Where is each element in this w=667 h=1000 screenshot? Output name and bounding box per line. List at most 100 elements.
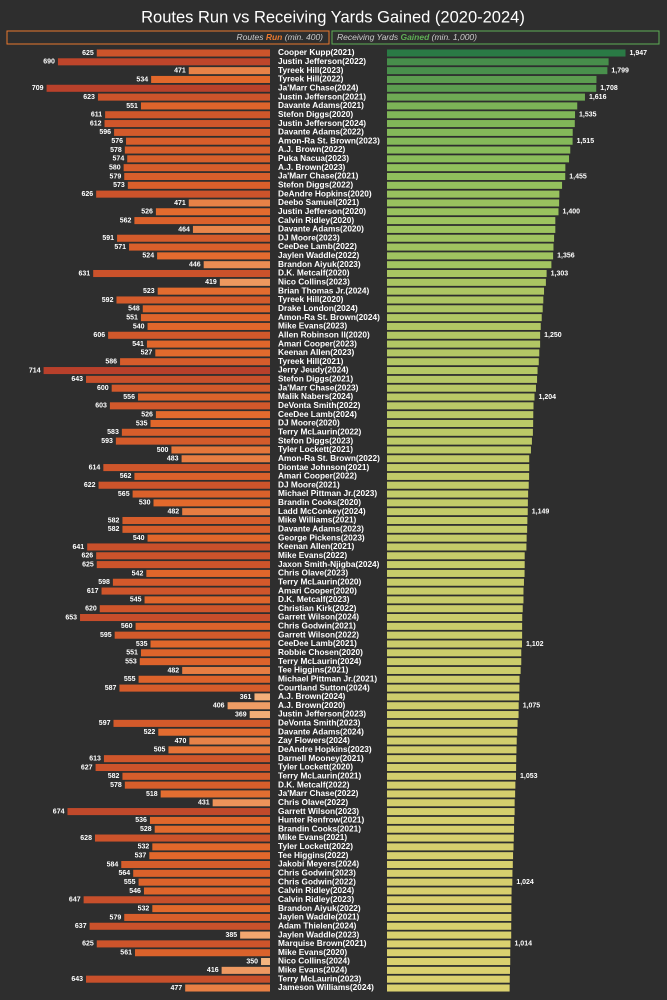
player-name: Brandin Cooks(2020) bbox=[278, 497, 361, 507]
player-name: Chris Godwin(2023) bbox=[278, 868, 356, 878]
yards-bar bbox=[387, 887, 512, 895]
routes-label: 470 bbox=[175, 738, 187, 745]
player-name: Chris Godwin(2021) bbox=[278, 621, 356, 631]
player-name: Jaylen Waddle(2021) bbox=[278, 912, 360, 922]
yards-bar bbox=[387, 252, 554, 260]
routes-label: 406 bbox=[213, 703, 225, 710]
yards-label: 1,014 bbox=[514, 941, 532, 948]
yards-bar bbox=[387, 93, 585, 101]
routes-label: 579 bbox=[110, 914, 122, 921]
routes-bar bbox=[134, 949, 270, 957]
player-name: Zay Flowers(2024) bbox=[278, 735, 350, 745]
routes-label: 505 bbox=[154, 747, 166, 754]
player-name: Ladd McConkey(2024) bbox=[278, 506, 366, 516]
player-name: Justin Jefferson(2024) bbox=[278, 118, 366, 128]
routes-bar bbox=[137, 393, 270, 401]
routes-bar bbox=[219, 278, 270, 286]
yards-bar bbox=[387, 137, 573, 145]
routes-bar bbox=[144, 596, 270, 604]
routes-bar bbox=[149, 816, 270, 824]
player-name: Davante Adams(2021) bbox=[278, 100, 364, 110]
routes-label: 535 bbox=[136, 420, 148, 427]
yards-bar bbox=[387, 278, 546, 286]
yards-bar bbox=[387, 208, 559, 216]
routes-label: 620 bbox=[85, 606, 97, 613]
routes-bar bbox=[124, 781, 270, 789]
routes-label: 587 bbox=[105, 685, 117, 692]
player-name: Tyler Lockett(2021) bbox=[278, 444, 353, 454]
player-name: Ja'Marr Chase(2023) bbox=[278, 382, 359, 392]
routes-label: 641 bbox=[73, 544, 85, 551]
header-part: Routes bbox=[237, 32, 266, 42]
routes-bar bbox=[93, 269, 270, 278]
routes-label: 690 bbox=[43, 59, 55, 66]
yards-bar bbox=[387, 287, 545, 295]
yards-bar bbox=[387, 190, 560, 198]
routes-label: 613 bbox=[89, 756, 101, 763]
player-name: D.K. Metcalf(2022) bbox=[278, 779, 350, 789]
routes-label: 573 bbox=[113, 182, 125, 189]
player-name: Calvin Ridley(2020) bbox=[278, 215, 354, 225]
yards-bar bbox=[387, 587, 524, 595]
yards-bar bbox=[387, 808, 515, 816]
routes-bar bbox=[103, 464, 270, 472]
routes-bar bbox=[140, 314, 270, 322]
player-name: Davante Adams(2024) bbox=[278, 726, 364, 736]
routes-label: 369 bbox=[235, 711, 247, 718]
routes-label: 482 bbox=[167, 509, 179, 516]
yards-bar bbox=[387, 622, 523, 630]
routes-label: 565 bbox=[118, 491, 130, 498]
yards-bar bbox=[387, 349, 540, 357]
yards-label: 1,455 bbox=[569, 173, 587, 180]
routes-bar bbox=[108, 331, 270, 339]
yards-bar bbox=[387, 164, 566, 172]
routes-bar bbox=[152, 905, 270, 913]
routes-bar bbox=[101, 587, 270, 595]
routes-label: 532 bbox=[138, 844, 150, 851]
yards-bar bbox=[387, 419, 534, 427]
player-name: DeVonta Smith(2023) bbox=[278, 718, 361, 728]
routes-bar bbox=[227, 702, 270, 710]
yards-bar bbox=[387, 472, 530, 480]
header-part: Run bbox=[266, 32, 283, 42]
yards-bar bbox=[387, 490, 529, 498]
yards-bar bbox=[387, 314, 542, 322]
routes-label: 555 bbox=[124, 879, 136, 886]
yards-label: 1,616 bbox=[589, 94, 607, 101]
routes-bar bbox=[185, 984, 270, 992]
routes-bar bbox=[95, 763, 270, 772]
yards-bar bbox=[387, 446, 531, 454]
yards-bar bbox=[387, 508, 528, 516]
yards-bar bbox=[387, 949, 511, 957]
routes-bar bbox=[119, 684, 270, 692]
routes-label: 562 bbox=[120, 473, 132, 480]
player-name: DJ Moore(2023) bbox=[278, 232, 340, 242]
routes-bar bbox=[127, 155, 271, 163]
player-name: Tyler Lockett(2022) bbox=[278, 841, 353, 851]
yards-label: 1,708 bbox=[600, 85, 618, 92]
player-name: Mike Evans(2021) bbox=[278, 832, 347, 842]
routes-label: 471 bbox=[174, 67, 186, 74]
routes-bar bbox=[151, 75, 270, 83]
routes-label: 593 bbox=[101, 438, 113, 445]
header-part: (min. 1,000) bbox=[429, 32, 477, 42]
yards-label: 1,303 bbox=[551, 270, 569, 277]
routes-bar bbox=[98, 481, 270, 489]
yards-bar bbox=[387, 605, 523, 613]
routes-label: 591 bbox=[102, 235, 114, 242]
player-name: Tyreek Hill(2022) bbox=[278, 74, 344, 84]
routes-bar bbox=[86, 375, 270, 383]
player-name: Mike Evans(2022) bbox=[278, 550, 347, 560]
player-name: Allen Robinson II(2020) bbox=[278, 329, 370, 339]
routes-label: 627 bbox=[81, 764, 93, 771]
routes-bar bbox=[133, 869, 270, 877]
routes-label: 631 bbox=[78, 270, 90, 277]
player-name: Michael Pittman Jr.(2023) bbox=[278, 488, 377, 498]
routes-bar bbox=[103, 755, 270, 763]
routes-bar bbox=[126, 137, 270, 145]
routes-bar bbox=[105, 111, 270, 119]
yards-bar bbox=[387, 772, 516, 780]
routes-label: 556 bbox=[123, 394, 135, 401]
routes-label: 350 bbox=[246, 958, 258, 965]
yards-bar bbox=[387, 569, 525, 577]
